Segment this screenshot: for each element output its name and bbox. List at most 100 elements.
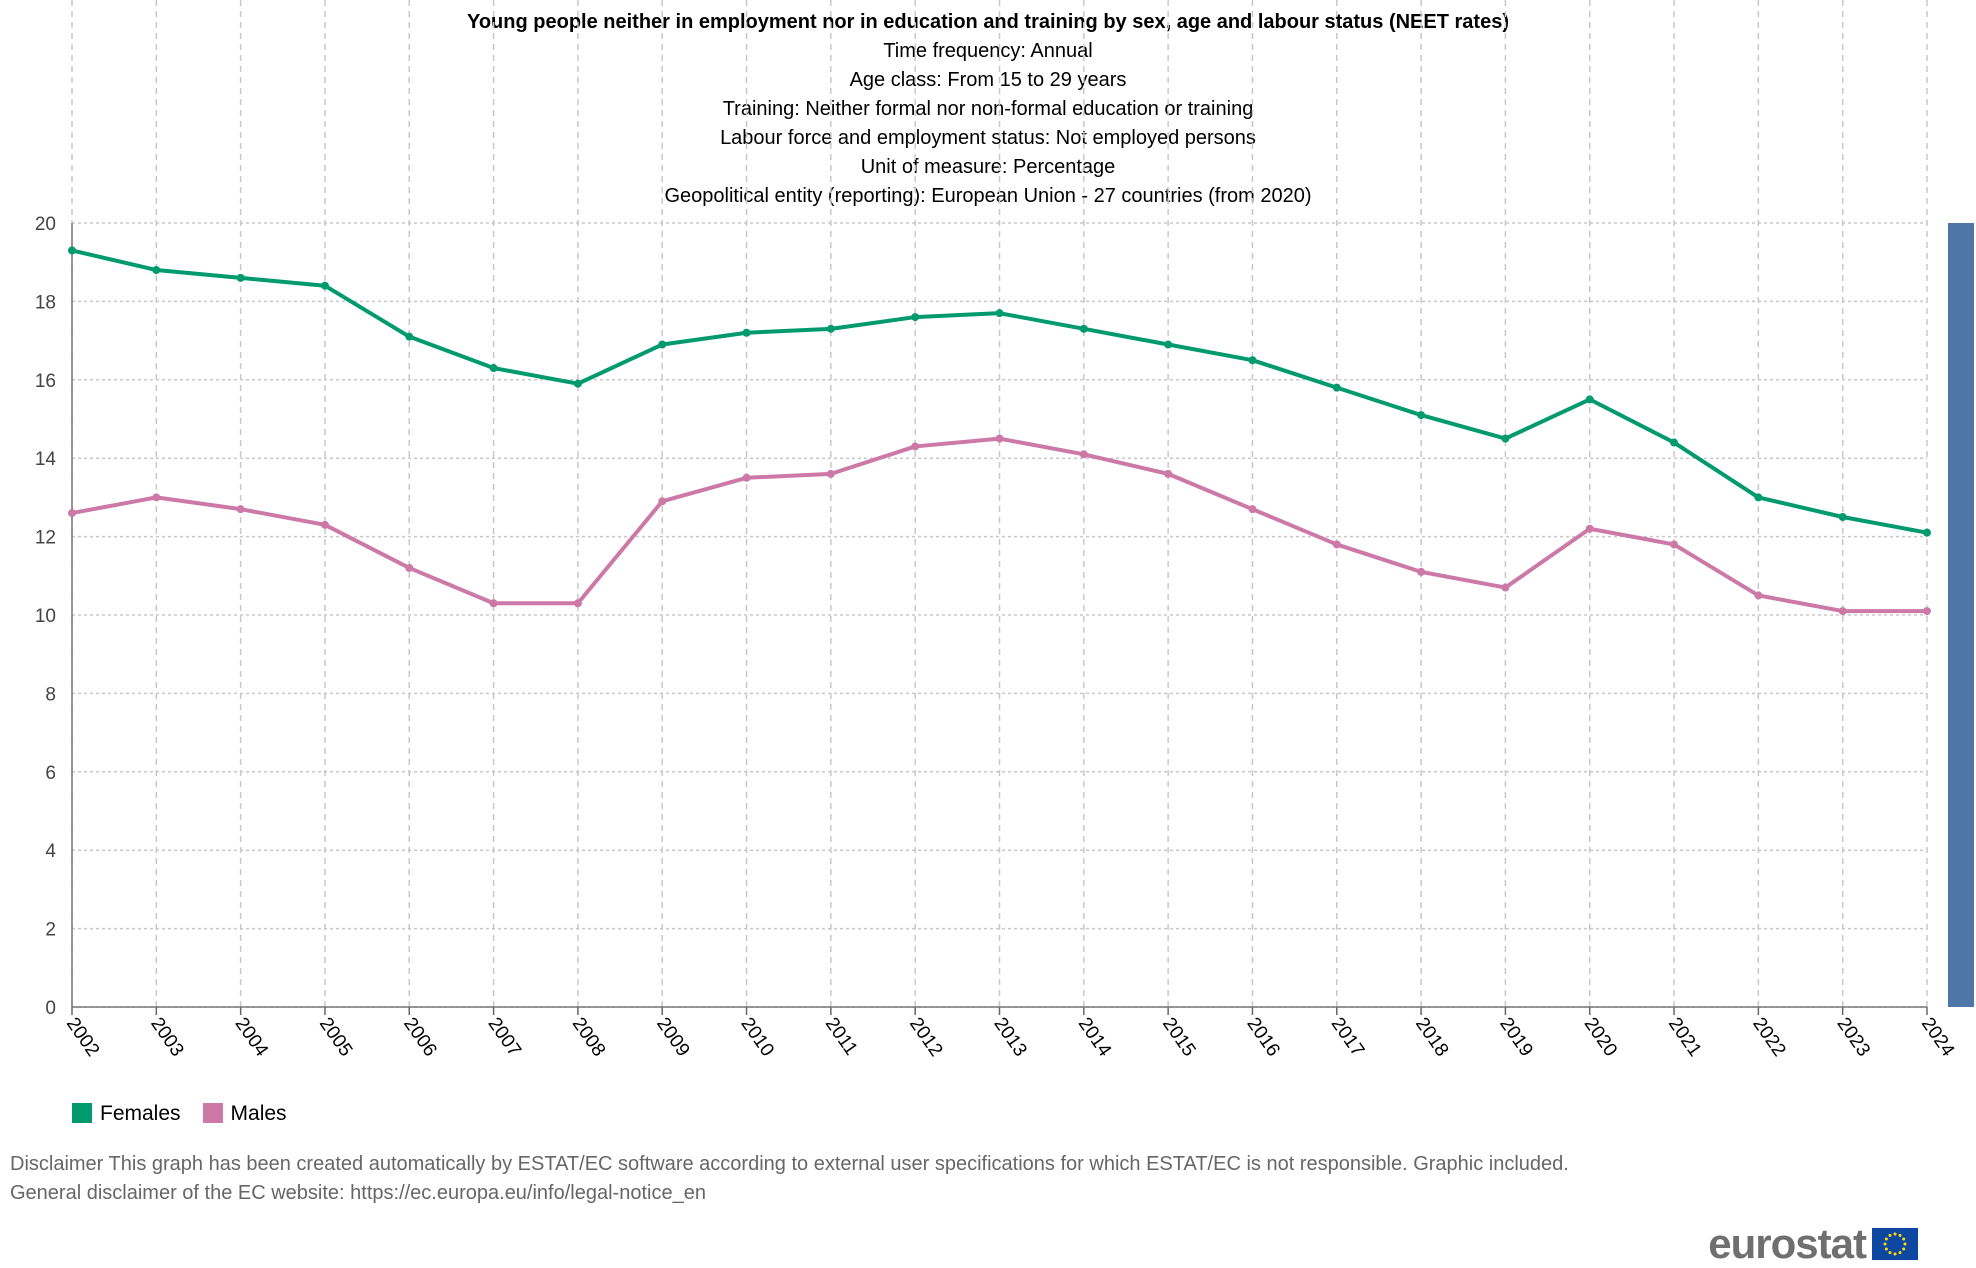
x-tick-label: 2003 [146, 1014, 187, 1061]
x-tick-label: 2018 [1411, 1014, 1452, 1061]
logo-text: eurostat [1708, 1220, 1867, 1267]
subtitle: Age class: From 15 to 29 years [849, 69, 1127, 91]
y-tick-label: 2 [45, 920, 56, 941]
x-tick-label: 2024 [1917, 1014, 1959, 1061]
y-tick-label: 16 [35, 371, 56, 392]
x-tick-label: 2007 [483, 1014, 524, 1061]
chart-titles: Young people neither in employment nor i… [0, 8, 1976, 211]
data-point-males [152, 493, 161, 502]
disclaimer-link: General disclaimer of the EC website: ht… [10, 1182, 706, 1204]
y-tick-label: 6 [45, 763, 56, 784]
data-point-males [1670, 540, 1679, 549]
subtitle: Time frequency: Annual [883, 40, 1093, 62]
y-tick-label: 20 [35, 214, 56, 235]
data-point-females [1838, 513, 1847, 521]
x-tick-label: 2013 [989, 1014, 1030, 1061]
legend: Females Males [72, 1102, 287, 1126]
legend-swatch [202, 1103, 223, 1123]
data-point-males [1838, 607, 1847, 616]
data-point-males [658, 497, 667, 506]
line-chart: 0 2 4 6 8 10 12 14 16 18 20 2002 2003 2004 2005 2006 200… [35, 0, 1974, 1061]
data-point-females [1670, 438, 1679, 447]
x-tick-label: 2011 [821, 1014, 862, 1060]
x-tick-label: 2019 [1495, 1014, 1536, 1061]
data-point-females [826, 324, 835, 333]
x-tick-label: 2023 [1833, 1014, 1874, 1061]
data-point-males [1164, 469, 1173, 478]
data-point-females [1417, 411, 1426, 420]
chart-title: Young people neither in employment nor i… [466, 11, 1509, 33]
data-point-males [995, 434, 1004, 443]
x-tick-label: 2002 [62, 1014, 103, 1061]
y-tick-label: 8 [45, 684, 56, 705]
legend-label: Males [230, 1102, 287, 1125]
data-point-males [1079, 450, 1088, 459]
subtitle: Labour force and employment status: Not … [720, 127, 1256, 149]
data-point-females [742, 328, 751, 337]
data-point-females [658, 340, 667, 349]
x-tick-label: 2006 [399, 1014, 440, 1061]
data-point-females [68, 246, 76, 255]
data-point-males [1417, 567, 1426, 576]
y-tick-label: 12 [35, 528, 56, 549]
data-point-females [152, 266, 161, 275]
subtitle: Unit of measure: Percentage [860, 156, 1116, 178]
data-point-males [405, 563, 414, 572]
x-tick-label: 2016 [1242, 1014, 1283, 1061]
subtitle: Geopolitical entity (reporting): Europea… [664, 185, 1312, 207]
x-tick-label: 2017 [1327, 1014, 1368, 1061]
data-point-males [1923, 607, 1931, 616]
eu-flag-icon [1872, 1228, 1918, 1260]
x-tick-label: 2014 [1074, 1014, 1116, 1061]
x-tick-label: 2010 [736, 1014, 777, 1061]
data-point-males [1248, 505, 1257, 514]
data-point-females [573, 379, 582, 388]
data-point-females [911, 313, 920, 322]
data-point-females [1332, 383, 1341, 392]
x-tick-label: 2009 [652, 1014, 693, 1061]
x-tick-label: 2022 [1748, 1014, 1789, 1061]
data-point-males [742, 473, 751, 482]
x-tick-label: 2020 [1580, 1014, 1621, 1061]
data-point-males [826, 469, 835, 478]
legend-item-females[interactable]: Females [72, 1102, 181, 1126]
legend-swatch [72, 1103, 92, 1123]
y-tick-label: 10 [35, 606, 56, 627]
y-tick-label: 4 [45, 841, 56, 862]
data-point-females [1923, 528, 1931, 537]
data-point-females [489, 364, 498, 373]
data-point-females [1501, 434, 1510, 443]
data-point-females [1248, 356, 1257, 365]
x-tick-label: 2021 [1664, 1014, 1705, 1061]
data-point-females [405, 332, 414, 341]
data-point-males [236, 505, 245, 514]
data-point-females [995, 309, 1004, 318]
data-point-males [1332, 540, 1341, 549]
data-point-males [68, 509, 76, 518]
x-tick-label: 2008 [568, 1014, 609, 1061]
data-point-males [1585, 524, 1594, 533]
legend-label: Females [100, 1102, 181, 1125]
x-tick-label: 2012 [905, 1014, 946, 1061]
disclaimer-text: Disclaimer This graph has been created a… [10, 1153, 1569, 1175]
y-tick-label: 0 [45, 998, 56, 1019]
data-point-females [1079, 324, 1088, 333]
data-point-males [573, 599, 582, 608]
data-point-males [1754, 591, 1763, 600]
data-point-males [489, 599, 498, 608]
subtitle: Training: Neither formal nor non-formal … [722, 98, 1254, 120]
legend-item-males[interactable]: Males [202, 1102, 287, 1126]
data-point-males [911, 442, 920, 451]
scrollbar [1948, 223, 1974, 1007]
x-tick-label: 2004 [231, 1014, 273, 1061]
data-point-females [1585, 395, 1594, 404]
data-point-females [1164, 340, 1173, 349]
data-point-males [1501, 583, 1510, 592]
data-point-females [236, 273, 245, 282]
eurostat-logo: eurostat [1708, 1220, 1918, 1268]
data-point-males [320, 520, 329, 529]
data-point-females [1754, 493, 1763, 502]
series-line-females [71, 248, 1928, 535]
y-tick-label: 18 [35, 292, 56, 313]
x-tick-label: 2005 [315, 1014, 356, 1061]
